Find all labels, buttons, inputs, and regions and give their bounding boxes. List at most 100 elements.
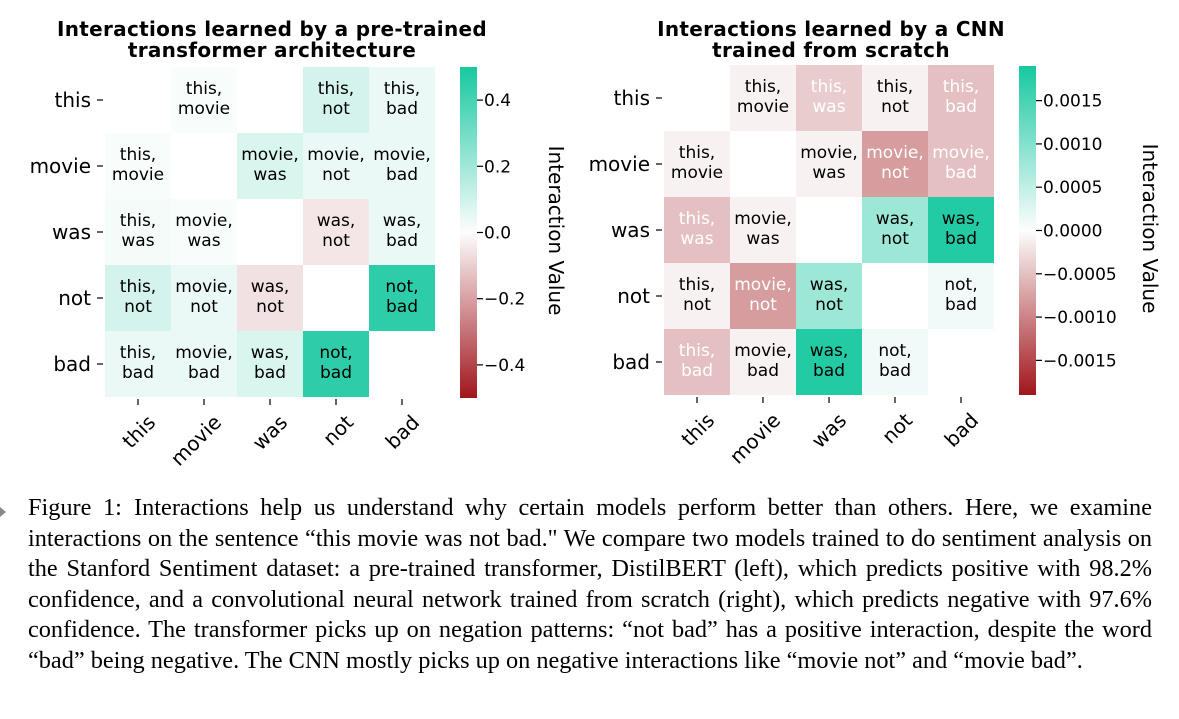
caption-marker-icon: [0, 507, 6, 517]
cell-label: this,: [679, 143, 715, 163]
heatmap-cell: [862, 131, 928, 197]
cell-label: movie,: [175, 211, 233, 231]
cell-label: was: [253, 165, 286, 185]
heatmap-cell: [664, 263, 730, 329]
cell-label: movie,: [932, 143, 990, 163]
heatmap-cell: [928, 131, 994, 197]
chart-title-line: Interactions learned by a CNN: [657, 17, 1005, 41]
cell-label: was: [812, 163, 845, 183]
x-tick-label: movie: [725, 408, 785, 468]
cell-label: bad: [122, 363, 154, 383]
cell-label: this,: [318, 79, 354, 99]
colorbar-label: Interaction Value: [1138, 144, 1162, 314]
heatmap-cell: [796, 131, 862, 197]
cell-label: not: [881, 229, 909, 249]
heatmap-cell: [730, 263, 796, 329]
cell-label: was,: [383, 211, 422, 231]
cell-label: this,: [120, 211, 156, 231]
x-tick-label: was: [807, 408, 852, 453]
x-tick-label: not: [318, 410, 358, 450]
figure-canvas: Interactions learned by a pre-trained tra…: [30, 17, 1162, 471]
cell-label: was,: [251, 343, 290, 363]
cell-label: not,: [878, 341, 911, 361]
colorbar-tick-label: 0.0: [484, 224, 511, 244]
cell-label: not: [322, 231, 350, 251]
colorbar: [460, 67, 477, 398]
cell-label: was: [812, 97, 845, 117]
cell-label: this,: [811, 77, 847, 97]
cell-label: was: [187, 231, 220, 251]
cell-label: movie,: [800, 143, 858, 163]
cell-label: not: [256, 297, 284, 317]
heatmap-cell: [105, 265, 171, 331]
cell-label: not: [881, 97, 909, 117]
cell-label: was,: [810, 341, 849, 361]
cell-label: not,: [385, 277, 418, 297]
cell-label: bad: [879, 361, 911, 381]
cell-label: bad: [813, 361, 845, 381]
heatmap-cell: [796, 263, 862, 329]
cell-label: movie,: [866, 143, 924, 163]
heatmap-cell: [369, 265, 435, 331]
cell-label: was: [680, 229, 713, 249]
cell-label: movie,: [373, 145, 431, 165]
x-tick-label: bad: [940, 408, 984, 452]
heatmap-cell: [237, 265, 303, 331]
x-tick-label: was: [248, 410, 293, 455]
cell-label: bad: [945, 295, 977, 315]
cell-label: was: [746, 229, 779, 249]
cell-label: not: [683, 295, 711, 315]
figure-caption: Figure 1: Interactions help us understan…: [28, 494, 1152, 674]
heatmap-cell: [303, 67, 369, 133]
x-tick-label: this: [676, 408, 719, 451]
heatmap-cell: [862, 329, 928, 395]
cell-label: not: [124, 297, 152, 317]
heatmap-cell: [730, 197, 796, 263]
cell-label: bad: [945, 163, 977, 183]
cell-label: bad: [747, 361, 779, 381]
heatmap-chart-transformer: Interactions learned by a pre-trainedtra…: [30, 17, 568, 471]
cell-label: not: [322, 165, 350, 185]
cell-label: this,: [120, 145, 156, 165]
heatmap-cell: [171, 67, 237, 133]
y-tick-label: movie: [30, 154, 91, 178]
heatmap-cell: [105, 199, 171, 265]
cell-label: not,: [319, 343, 352, 363]
cell-label: not: [190, 297, 218, 317]
chart-title-line: trained from scratch: [712, 38, 950, 62]
y-tick-label: not: [617, 284, 650, 308]
x-tick-label: this: [117, 410, 160, 453]
cell-label: this,: [679, 209, 715, 229]
colorbar-tick-label: 0.0005: [1043, 178, 1102, 198]
cell-label: was,: [942, 209, 981, 229]
cell-label: bad: [945, 229, 977, 249]
colorbar-tick-label: −0.4: [484, 356, 525, 376]
y-tick-label: was: [52, 220, 91, 244]
cell-label: was,: [810, 275, 849, 295]
heatmap-cell: [928, 197, 994, 263]
colorbar-tick-label: 0.2: [484, 157, 511, 177]
heatmap-cell: [171, 331, 237, 397]
heatmap-cell: [862, 65, 928, 131]
cell-label: bad: [386, 297, 418, 317]
x-tick-label: movie: [166, 410, 226, 470]
colorbar-tick-label: 0.4: [484, 91, 511, 111]
cell-label: movie,: [307, 145, 365, 165]
chart-title-line: Interactions learned by a pre-trained: [57, 17, 487, 41]
cell-label: not: [322, 99, 350, 119]
cell-label: this,: [120, 343, 156, 363]
y-tick-label: was: [611, 218, 650, 242]
cell-label: movie,: [241, 145, 299, 165]
cell-label: not: [881, 163, 909, 183]
colorbar-tick-label: −0.2: [484, 290, 525, 310]
heatmap-cell: [796, 329, 862, 395]
cell-label: movie: [112, 165, 164, 185]
y-tick-label: bad: [612, 350, 650, 374]
heatmap-cell: [730, 65, 796, 131]
cell-label: bad: [386, 99, 418, 119]
colorbar: [1019, 66, 1036, 395]
cell-label: movie,: [175, 343, 233, 363]
y-tick-label: this: [55, 88, 92, 112]
cell-label: this,: [384, 79, 420, 99]
